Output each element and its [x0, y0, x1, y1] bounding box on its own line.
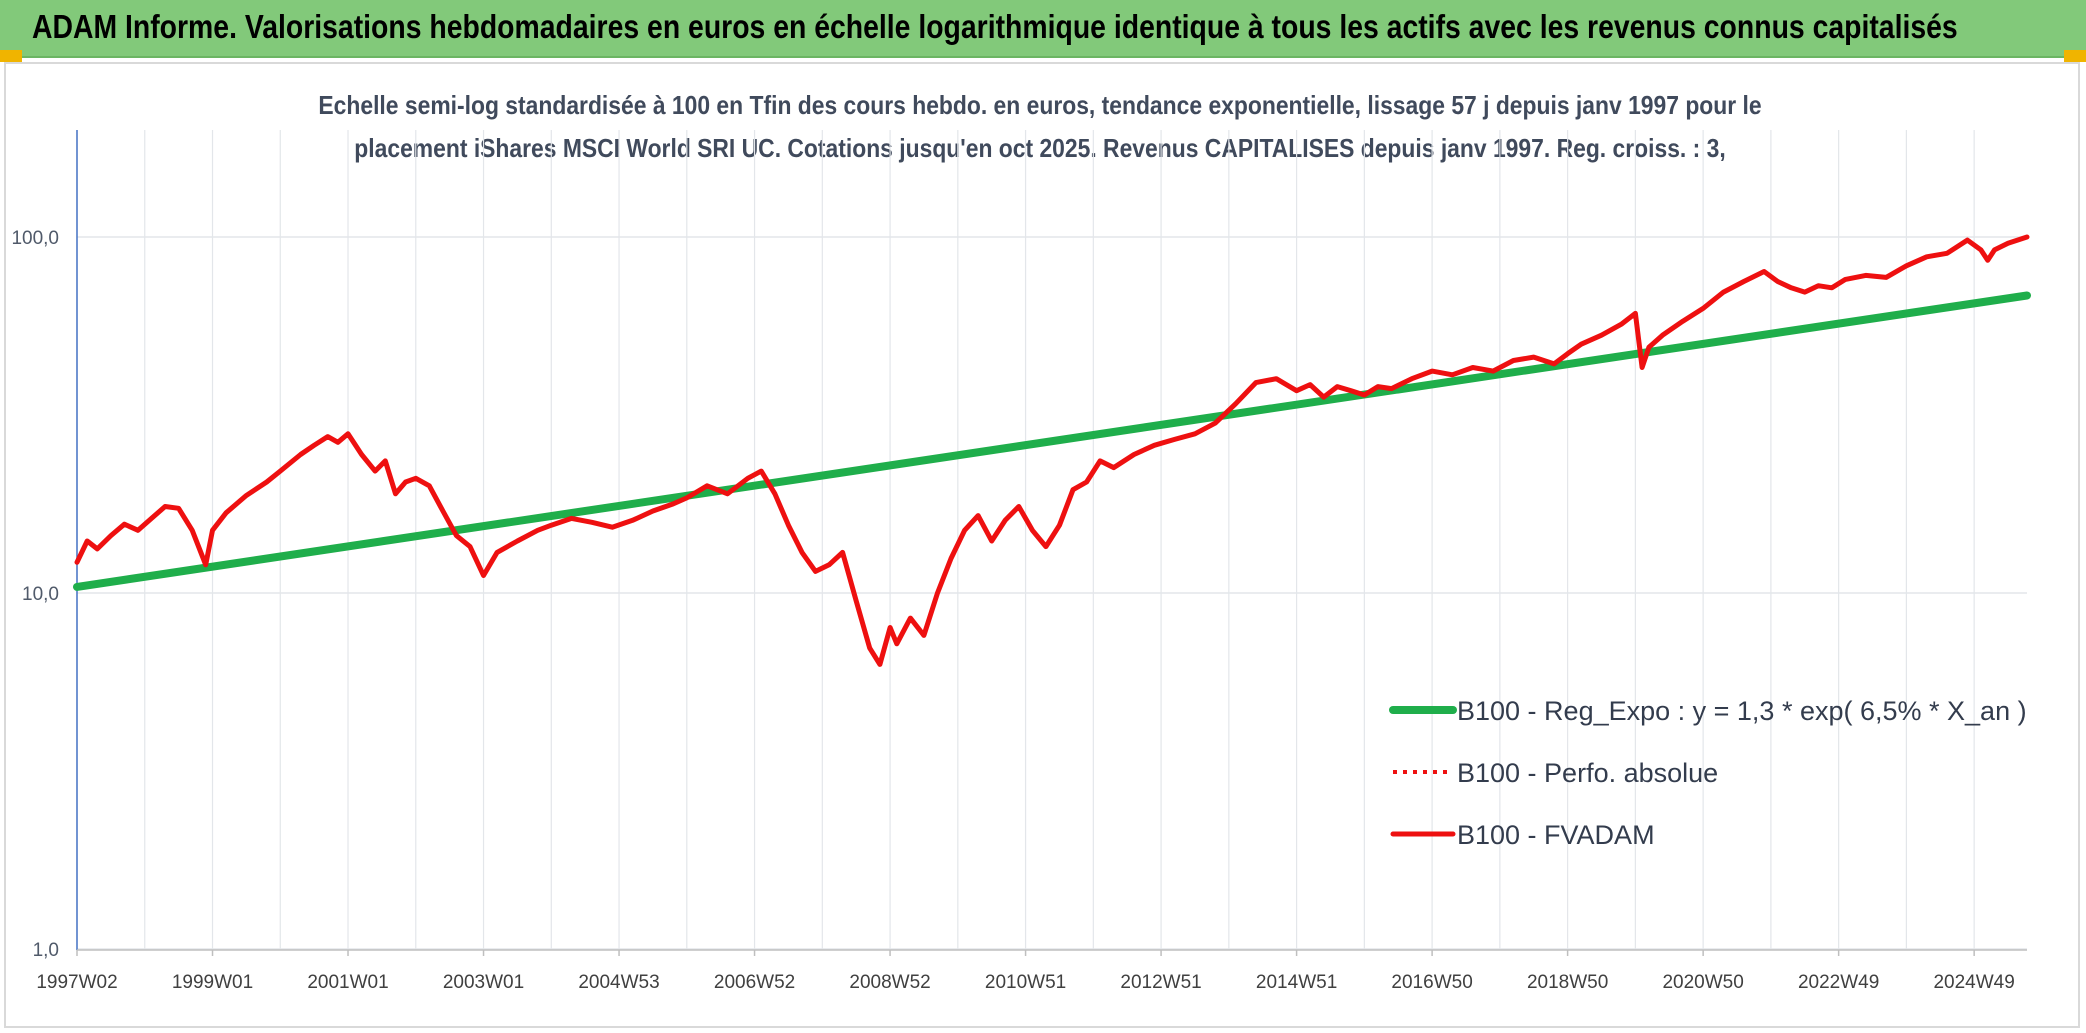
x-tick-label: 1997W02 — [36, 972, 117, 993]
x-tick-label: 2014W51 — [1256, 972, 1337, 993]
grid-layer — [76, 130, 2027, 950]
legend-label-2: B100 - FVADAM — [1457, 820, 1655, 850]
x-tick-label: 2010W51 — [985, 972, 1066, 993]
title-banner: ADAM Informe. Valorisations hebdomadaire… — [0, 0, 2086, 58]
corner-marker-top-right — [2064, 50, 2086, 62]
chart-subtitle-line-2: placement iShares MSCI World SRI UC. Cot… — [354, 133, 1726, 163]
series-line-2 — [74, 234, 2030, 667]
x-tick-label: 2008W52 — [849, 972, 930, 993]
chart-subtitle-line-1: Echelle semi-log standardisée à 100 en T… — [318, 90, 1762, 120]
y-tick-label: 100,0 — [11, 228, 59, 249]
x-tick-label: 2018W50 — [1527, 972, 1608, 993]
x-tick-label: 2004W53 — [578, 972, 659, 993]
y-tick-label: 10,0 — [22, 584, 59, 605]
x-tick-label: 2006W52 — [714, 972, 795, 993]
legend-label-1: B100 - Perfo. absolue — [1457, 758, 1718, 788]
x-tick-label: 2003W01 — [443, 972, 524, 993]
legend-label-0: B100 - Reg_Expo : y = 1,3 * exp( 6,5% * … — [1457, 696, 2027, 726]
axis-layer: 100,0 10,0 1,0 1997W02 1999W01 2001W01 2003W01… — [11, 130, 2027, 993]
x-tick-label: 2001W01 — [307, 972, 388, 993]
corner-marker-top-left — [0, 50, 22, 62]
report-title: ADAM Informe. Valorisations hebdomadaire… — [32, 8, 1958, 45]
series-layer — [73, 234, 2031, 667]
y-tick-label: 1,0 — [33, 940, 59, 961]
x-tick-label: 2022W49 — [1798, 972, 1879, 993]
x-tick-label: 2012W51 — [1120, 972, 1201, 993]
x-tick-label: 1999W01 — [172, 972, 253, 993]
chart-frame — [4, 62, 2080, 1028]
x-tick-label: 2016W50 — [1391, 972, 1472, 993]
x-tick-label: 2024W49 — [1933, 972, 2014, 993]
x-tick-label: 2020W50 — [1662, 972, 1743, 993]
legend: B100 - Reg_Expo : y = 1,3 * exp( 6,5% * … — [1389, 696, 2027, 850]
series-line-0 — [73, 291, 2031, 591]
